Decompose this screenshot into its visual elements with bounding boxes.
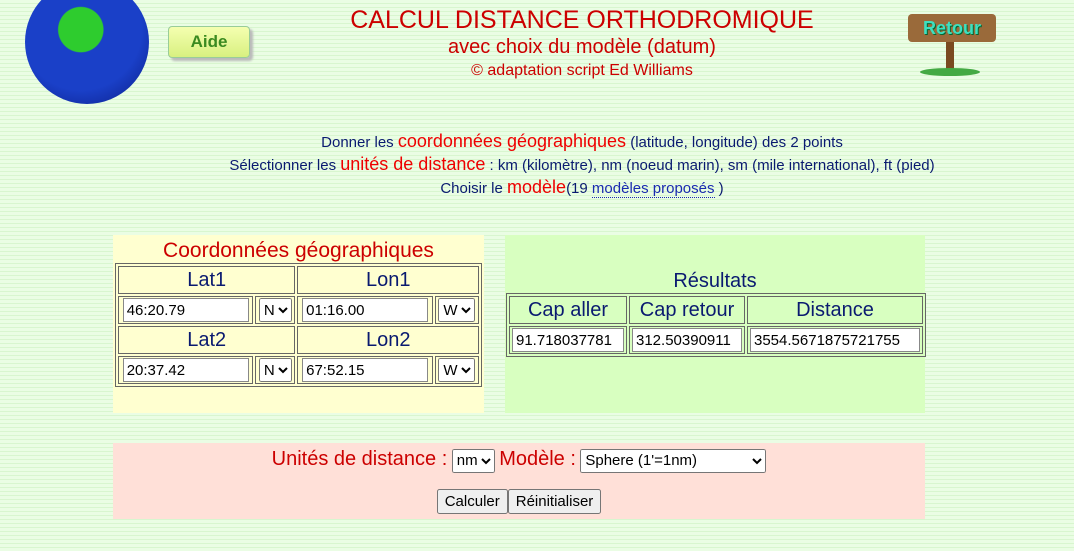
- back-button[interactable]: Retour: [906, 12, 998, 76]
- credit: © adaptation script Ed Williams: [471, 62, 693, 79]
- back-sign-icon: Retour: [908, 14, 996, 42]
- results-title: Résultats: [673, 270, 757, 292]
- units-select[interactable]: nm: [451, 448, 495, 473]
- page-title: CALCUL DISTANCE ORTHODROMIQUE: [350, 6, 814, 34]
- lat2-input[interactable]: [122, 358, 249, 382]
- cap-aller-output[interactable]: [512, 328, 624, 352]
- lon1-input[interactable]: [302, 298, 429, 322]
- lon1-hemisphere-select[interactable]: W: [438, 298, 476, 322]
- lon2-label: Lon2: [297, 326, 479, 354]
- lon2-input[interactable]: [302, 358, 429, 382]
- calculate-button[interactable]: Calculer: [436, 488, 508, 514]
- coordinates-title: Coordonnées géographiques: [163, 239, 434, 262]
- lat1-label: Lat1: [118, 266, 296, 294]
- cap-retour-label: Cap retour: [629, 296, 745, 324]
- options-panel: Unités de distance : nm Modèle : Sphere …: [113, 443, 925, 519]
- distance-output[interactable]: [750, 328, 920, 352]
- intro-line-2: Sélectionner les unités de distance : km…: [229, 154, 935, 174]
- cap-aller-label: Cap aller: [509, 296, 627, 324]
- lon2-hemisphere-select[interactable]: W: [438, 358, 476, 382]
- intro-line-3: Choisir le modèle(19 modèles proposés ): [440, 177, 724, 198]
- models-link[interactable]: modèles proposés: [591, 180, 715, 198]
- cap-retour-output[interactable]: [632, 328, 742, 352]
- lat1-input[interactable]: [122, 298, 249, 322]
- page-subtitle: avec choix du modèle (datum): [448, 36, 716, 58]
- reset-button[interactable]: Réinitialiser: [507, 488, 602, 514]
- lon1-label: Lon1: [297, 266, 479, 294]
- globe-image: [25, 0, 149, 104]
- results-panel: Résultats Cap aller Cap retour Distance: [505, 235, 926, 413]
- help-button[interactable]: Aide: [168, 26, 250, 58]
- distance-label: Distance: [747, 296, 923, 324]
- units-label: Unités de distance :: [271, 448, 448, 470]
- lat1-hemisphere-select[interactable]: N: [258, 298, 292, 322]
- lat2-label: Lat2: [118, 326, 296, 354]
- lat2-hemisphere-select[interactable]: N: [258, 358, 292, 382]
- model-select[interactable]: Sphere (1'=1nm): [580, 448, 767, 473]
- intro-line-1: Donner les coordonnées géographiques (la…: [321, 131, 843, 151]
- model-label: Modèle :: [499, 448, 576, 470]
